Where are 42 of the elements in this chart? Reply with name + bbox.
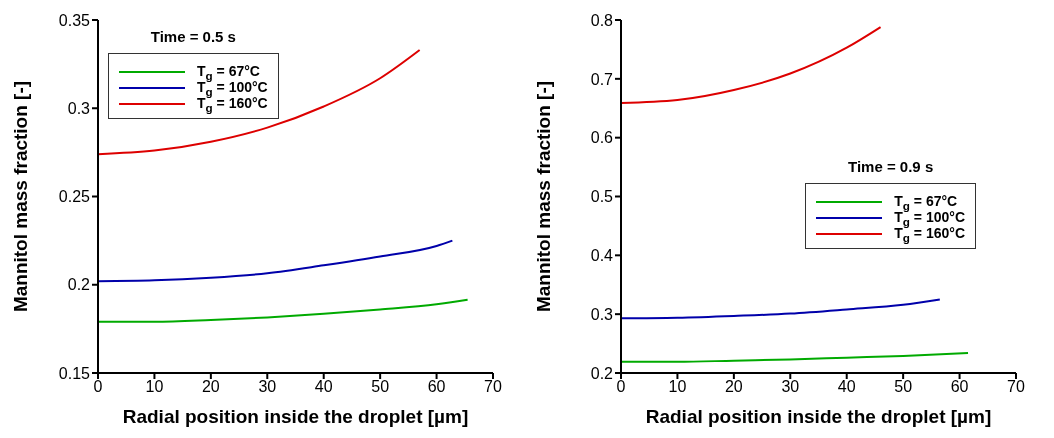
x-axis-title: Radial position inside the droplet [µm] bbox=[122, 406, 469, 427]
y-tick-label: 0.2 bbox=[67, 276, 91, 294]
x-tick-label: 10 bbox=[145, 378, 164, 396]
y-tick-label: 0.3 bbox=[590, 305, 614, 323]
x-axis-title: Radial position inside the droplet [µm] bbox=[645, 406, 992, 427]
line-series bbox=[98, 49, 421, 156]
y-tick-label: 0.15 bbox=[58, 364, 91, 382]
x-tick-label: 50 bbox=[894, 378, 913, 396]
x-tick-label: 50 bbox=[371, 378, 390, 396]
x-tick-label: 40 bbox=[837, 378, 856, 396]
x-tick-label: 20 bbox=[201, 378, 220, 396]
x-tick-label: 60 bbox=[950, 378, 969, 396]
line-series bbox=[621, 298, 941, 320]
x-tick-label: 70 bbox=[484, 378, 502, 396]
y-tick-label: 0.5 bbox=[590, 188, 614, 206]
y-tick-label: 0.8 bbox=[590, 11, 614, 29]
y-tick-label: 0.7 bbox=[590, 70, 614, 88]
x-tick-label: 70 bbox=[1007, 378, 1025, 396]
y-tick-label: 0.2 bbox=[590, 364, 614, 382]
legend-title: Time = 0.5 s bbox=[149, 28, 237, 45]
x-tick-label: 0 bbox=[616, 378, 626, 396]
y-tick-label: 0.35 bbox=[58, 11, 91, 29]
line-series bbox=[98, 298, 469, 323]
x-tick-label: 10 bbox=[668, 378, 687, 396]
x-tick-label: 40 bbox=[314, 378, 333, 396]
y-tick-label: 0.3 bbox=[67, 99, 91, 117]
x-tick-label: 30 bbox=[258, 378, 277, 396]
y-axis-title: Mannitol mass fraction [-] bbox=[532, 80, 554, 313]
line-series bbox=[98, 239, 454, 283]
x-tick-label: 60 bbox=[427, 378, 446, 396]
x-tick-label: 0 bbox=[93, 378, 103, 396]
legend-label: T$_{g}$ = 67°C bbox=[197, 62, 260, 82]
y-axis-title: Mannitol mass fraction [-] bbox=[9, 80, 31, 313]
y-tick-label: 0.25 bbox=[58, 188, 91, 206]
x-tick-label: 30 bbox=[781, 378, 800, 396]
legend-title: Time = 0.9 s bbox=[847, 158, 935, 175]
y-tick-label: 0.6 bbox=[590, 129, 614, 147]
line-series bbox=[621, 352, 970, 363]
legend-label: T$_{g}$ = 67°C bbox=[894, 192, 958, 212]
x-tick-label: 20 bbox=[724, 378, 743, 396]
line-series bbox=[621, 26, 882, 104]
y-tick-label: 0.4 bbox=[590, 247, 614, 265]
